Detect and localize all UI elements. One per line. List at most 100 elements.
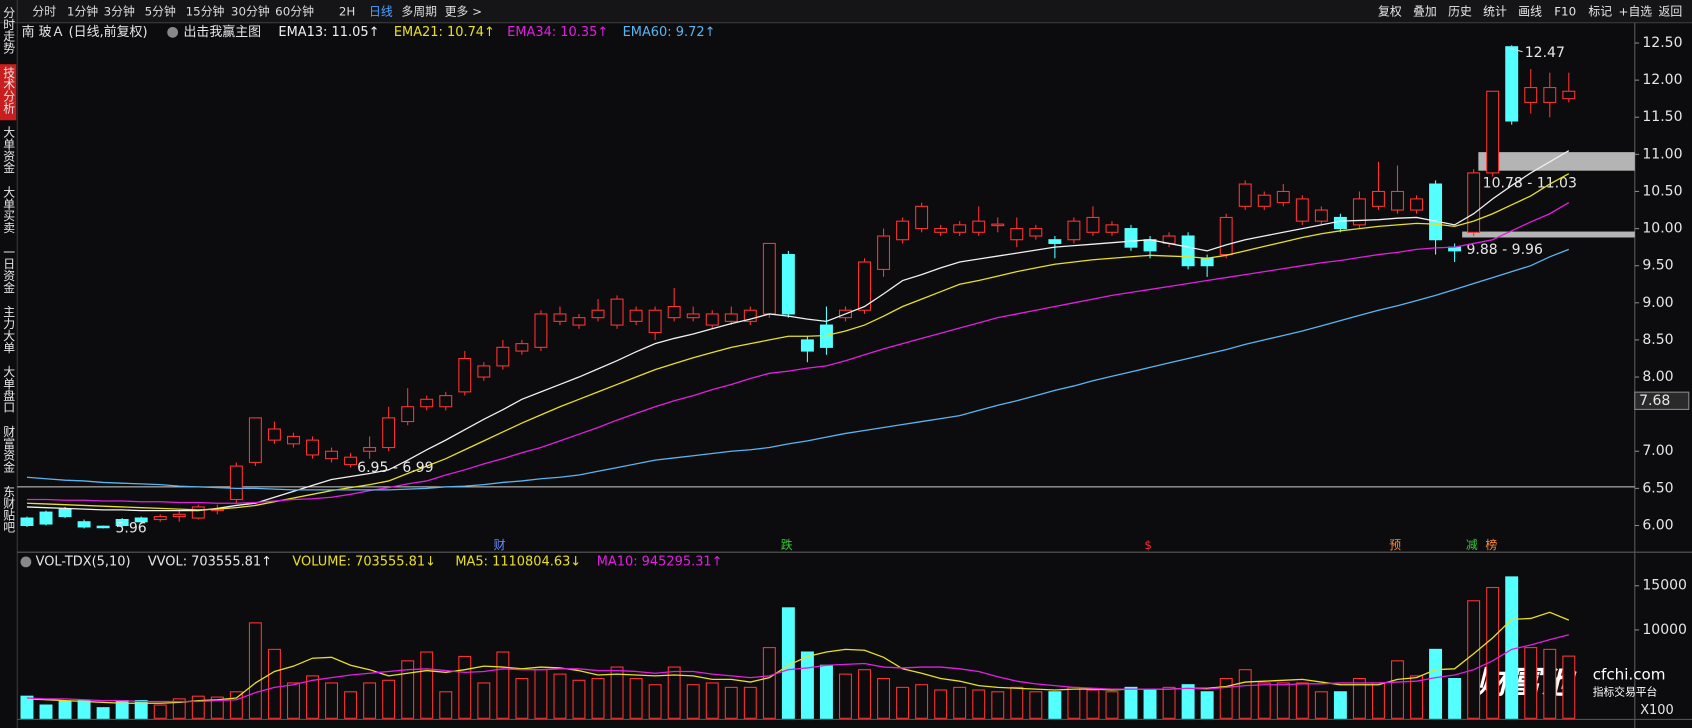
toolbar-button[interactable]: 统计: [1483, 4, 1507, 18]
toolbar-button[interactable]: 历史: [1448, 4, 1472, 18]
volume-bar: [1371, 682, 1385, 719]
volume-bar: [58, 700, 72, 719]
candle-body: [325, 450, 339, 460]
candle-body: [1295, 198, 1309, 222]
volume-bar: [1048, 691, 1062, 719]
sidebar-tab[interactable]: 一日资金: [2, 246, 16, 293]
volume-bar: [96, 707, 110, 719]
toolbar-tab[interactable]: 5分钟: [145, 4, 176, 18]
toolbar-bg: [0, 0, 1692, 23]
candle-body: [363, 447, 377, 452]
candle-body: [896, 220, 910, 241]
candle-body: [1143, 239, 1157, 252]
icon[interactable]: [167, 26, 179, 38]
toolbar-button[interactable]: 返回: [1659, 4, 1683, 18]
annotation-arrow: [1510, 48, 1523, 53]
ema-line: [26, 202, 1570, 504]
toolbar-button[interactable]: 标记: [1588, 4, 1612, 18]
volume-ma-line: [26, 611, 1570, 704]
y-tick-label: 11.50: [1642, 109, 1682, 125]
toolbar-tab[interactable]: 60分钟: [275, 4, 314, 18]
candle-body: [344, 456, 358, 466]
annotation: 5.96: [115, 520, 146, 536]
volume-bar: [401, 660, 415, 719]
volume-bar: [1448, 677, 1462, 719]
candle-body: [229, 465, 243, 501]
last-price-label: 7.68: [1639, 393, 1670, 409]
volume-bar: [743, 686, 757, 719]
sidebar-tab[interactable]: 财富资金: [2, 425, 16, 473]
y-tick-label: 10000: [1642, 622, 1687, 638]
volume-bar: [248, 622, 262, 719]
toolbar-tab[interactable]: 1分钟: [67, 4, 98, 18]
zone-label: 10.78 - 11.03: [1483, 175, 1577, 191]
candle-body: [877, 235, 891, 270]
toolbar-tab[interactable]: 分时: [32, 4, 56, 18]
toolbar-tab[interactable]: 3分钟: [104, 4, 135, 18]
toolbar-tab[interactable]: 30分钟: [231, 4, 270, 18]
candle-body: [534, 313, 548, 348]
candle-body: [1067, 220, 1081, 241]
volume-bar: [77, 700, 91, 719]
sidebar-tab[interactable]: 分时走势: [2, 6, 16, 53]
volume-bar: [1562, 655, 1576, 719]
volume-bar: [553, 673, 567, 719]
sidebar-active: [0, 64, 17, 121]
sidebar-tab[interactable]: 大单盘口: [2, 365, 16, 413]
volume-bar: [1505, 576, 1519, 719]
watermark-slogan: 指标交易平台: [1593, 685, 1658, 698]
toolbar-tab[interactable]: 多周期: [401, 4, 437, 18]
volume-bar: [1524, 647, 1538, 719]
candle-body: [58, 508, 72, 518]
volume-bar: [1276, 682, 1290, 719]
y-tick-label: 6.50: [1642, 480, 1673, 496]
legend-entry: EMA13: 11.05↑: [278, 25, 379, 40]
watermark-site: cfchi.com: [1593, 666, 1666, 684]
toolbar-button[interactable]: F10: [1554, 4, 1576, 18]
toolbar-tab[interactable]: 15分钟: [186, 4, 225, 18]
y-tick-label: 8.00: [1642, 369, 1673, 385]
volume-label: VOLUME: 703555.81↓: [292, 554, 435, 569]
volume-bar: [1429, 648, 1443, 719]
volume-bar: [210, 696, 224, 719]
y-tick-label: 9.00: [1642, 295, 1673, 311]
sidebar-tab[interactable]: 技术分析: [2, 66, 16, 114]
event-marker: 跌: [781, 538, 793, 552]
sidebar-tab[interactable]: 大单资金: [2, 126, 16, 174]
volume-bar: [1257, 682, 1271, 719]
sidebar-tab[interactable]: 东财贴吧: [2, 485, 16, 532]
candle-body: [172, 513, 186, 518]
candle-body: [781, 254, 795, 315]
candle-body: [915, 205, 929, 230]
toolbar-button[interactable]: 画线: [1518, 4, 1542, 18]
candle-body: [1048, 239, 1062, 244]
candle-body: [553, 313, 567, 322]
volume-bar: [134, 700, 148, 719]
volume-bar: [915, 684, 929, 719]
candle-body: [1505, 46, 1519, 122]
toolbar-tab[interactable]: 更多 >: [445, 4, 482, 18]
candle-body: [153, 516, 167, 521]
candle-body: [1086, 216, 1100, 233]
volume-bar: [991, 691, 1005, 719]
toolbar-button[interactable]: 叠加: [1413, 4, 1437, 18]
toolbar-button[interactable]: 复权: [1378, 4, 1402, 18]
candle-body: [77, 521, 91, 528]
candle-body: [991, 223, 1005, 227]
event-marker: 财: [494, 538, 506, 552]
toolbar-tab[interactable]: 日线: [369, 4, 393, 18]
volume-bar: [229, 691, 243, 719]
y-tick-label: 7.00: [1642, 443, 1673, 459]
toolbar-tab[interactable]: 2H: [339, 4, 355, 18]
candle-body: [382, 417, 396, 449]
sidebar-tab[interactable]: 主力大单: [2, 305, 16, 354]
toolbar-button[interactable]: +自选: [1619, 4, 1653, 18]
y-tick-label: 15000: [1642, 578, 1687, 594]
volume-bar: [458, 655, 472, 719]
sidebar-tab[interactable]: 大单买卖: [2, 185, 16, 234]
icon[interactable]: [20, 556, 32, 568]
volume-bar: [610, 666, 624, 719]
volume-bar: [363, 682, 377, 719]
